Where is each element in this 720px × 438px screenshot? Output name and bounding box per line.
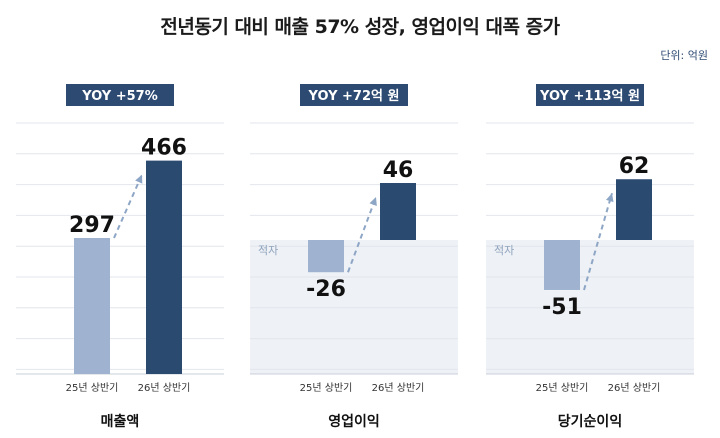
deficit-zone [250,240,458,374]
yoy-badge [536,84,644,106]
value-label: 46 [383,158,414,183]
unit-label: 단위: 억원 [660,49,708,62]
deficit-label: 적자 [494,244,514,257]
bar-prev-period [308,240,344,273]
yoy-badge-label: YOY +113억 원 [539,89,640,104]
value-label: 466 [141,136,187,161]
panel-title: 당기순이익 [558,413,622,430]
deficit-zone [486,240,694,374]
growth-arrow-line [583,192,613,291]
panel-title: 영업이익 [328,413,380,430]
growth-arrow-head [135,174,143,184]
yoy-badge-label: YOY +57% [81,89,158,104]
x-tick-label: 26년 상반기 [608,382,661,394]
bar-curr-period [380,183,416,240]
yoy-badge [300,84,408,106]
growth-arrow-head [369,197,377,206]
yoy-badge [66,84,174,106]
growth-arrow-head [605,193,614,203]
deficit-label: 적자 [258,244,278,257]
x-tick-label: 25년 상반기 [536,382,589,394]
bar-curr-period [146,160,182,374]
chart-title: 전년동기 대비 매출 57% 성장, 영업이익 대폭 증가 [160,16,560,38]
bar-prev-period [544,240,580,290]
value-label: 62 [619,154,650,179]
value-label: 297 [69,213,115,238]
bar-curr-period [616,179,652,240]
growth-arrow-line [347,196,377,273]
x-tick-label: 25년 상반기 [66,382,119,394]
yoy-badge-label: YOY +72억 원 [308,89,400,104]
panel-title: 매출액 [101,413,140,430]
x-tick-label: 25년 상반기 [300,382,353,394]
value-label: -51 [542,295,582,320]
value-label: -26 [306,277,346,302]
growth-arrow-line [113,174,143,239]
bar-prev-period [74,238,110,374]
x-tick-label: 26년 상반기 [372,382,425,394]
x-tick-label: 26년 상반기 [138,382,191,394]
